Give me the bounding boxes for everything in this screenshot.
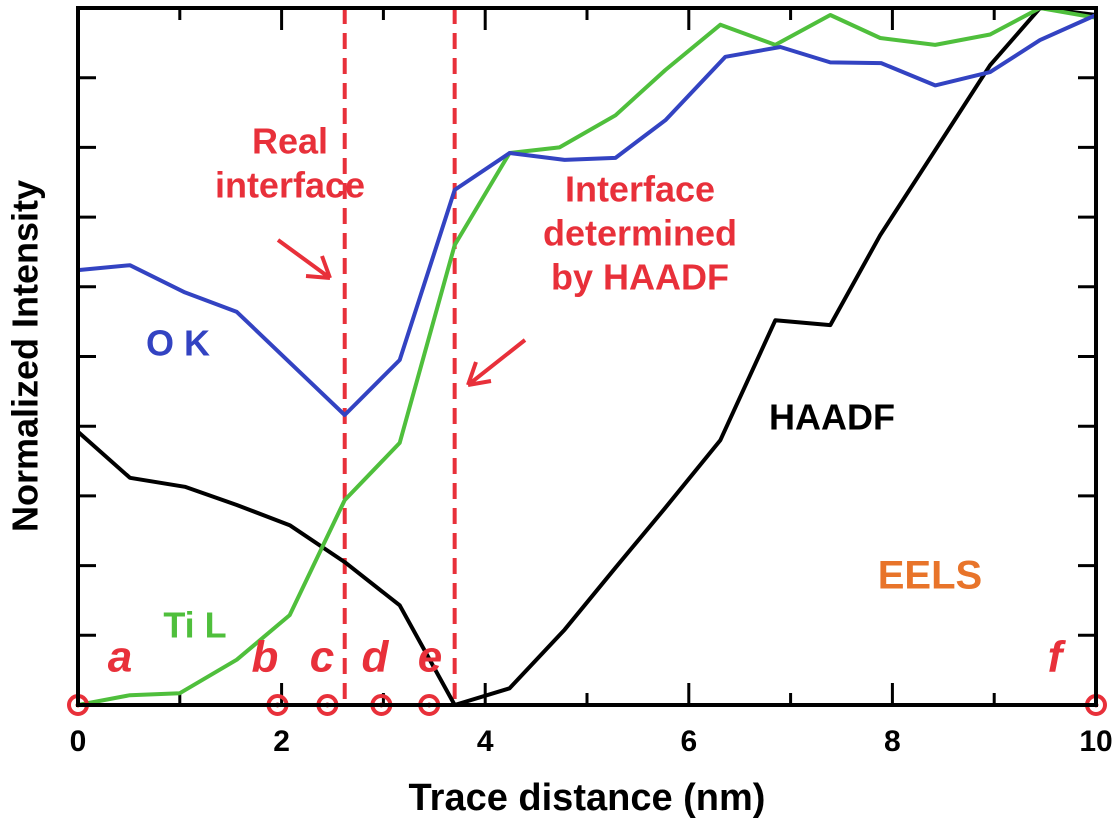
x-tick-label: 10 [1079, 725, 1112, 758]
arrow [276, 238, 332, 280]
interface-label: interface [215, 165, 365, 206]
series-label: HAADF [769, 397, 895, 438]
position-label: b [252, 633, 279, 682]
interface-label: by HAADF [551, 257, 729, 298]
series-line [76, 6, 1097, 707]
x-tick-label: 4 [477, 725, 494, 758]
plot-frame [76, 6, 1098, 707]
position-label: a [108, 633, 132, 682]
position-label: f [1048, 633, 1067, 682]
series-label: O K [146, 323, 210, 364]
x-tick-label: 6 [680, 725, 697, 758]
position-label: c [310, 633, 334, 682]
x-tick-label: 2 [273, 725, 290, 758]
annotation: EELS [878, 554, 982, 598]
x-axis-label: Trace distance (nm) [409, 777, 766, 819]
series-line [77, 13, 1097, 417]
y-axis-label: Normalized Intensity [5, 180, 46, 532]
interface-label: Real [252, 121, 328, 162]
series-label: Ti L [163, 605, 226, 646]
x-tick-label: 8 [884, 725, 901, 758]
position-label: d [362, 633, 390, 682]
arrow [466, 338, 527, 387]
interface-label: Interface [565, 169, 715, 210]
position-label: e [418, 633, 442, 682]
interface-label: determined [543, 213, 737, 254]
x-tick-label: 0 [70, 725, 87, 758]
series-line [77, 6, 1097, 707]
